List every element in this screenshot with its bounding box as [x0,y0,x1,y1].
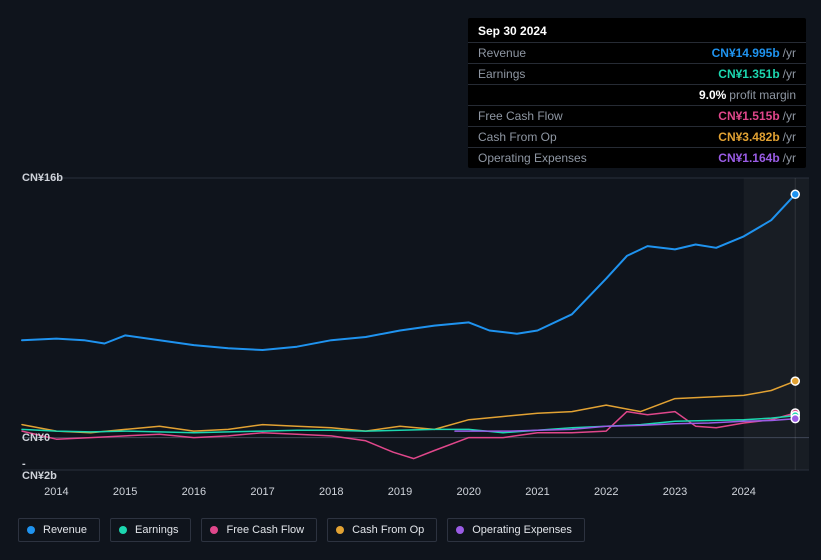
x-tick-label: 2022 [594,486,618,498]
x-tick-label: 2014 [44,486,68,498]
chart-tooltip: Sep 30 2024 Revenue CN¥14.995b/yr Earnings… [468,18,806,168]
legend-item-label: Free Cash Flow [226,524,304,536]
tooltip-row: Free Cash Flow CN¥1.515b/yr [468,105,806,126]
x-tick-label: 2017 [250,486,274,498]
legend-dot-icon [456,526,464,534]
tooltip-date: Sep 30 2024 [468,18,806,42]
legend-dot-icon [27,526,35,534]
x-tick-label: 2023 [663,486,687,498]
x-axis-labels: 2014 2015 2016 2017 2018 2019 2020 2021 2022 2023… [18,486,813,502]
legend-dot-icon [119,526,127,534]
x-tick-label: 2020 [457,486,481,498]
line-chart[interactable]: CN¥16bCN¥0-CN¥2b [18,160,813,495]
legend-item-label: Cash From Op [352,524,424,536]
tooltip-row-value: CN¥1.164b/yr [718,151,796,165]
tooltip-row-value: CN¥1.515b/yr [718,109,796,123]
series-revenue [22,194,795,350]
x-tick-label: 2018 [319,486,343,498]
tooltip-row: Operating Expenses CN¥1.164b/yr [468,147,806,168]
series-marker-revenue [791,190,799,198]
legend-item-label: Revenue [43,524,87,536]
legend-item-revenue[interactable]: Revenue [18,518,100,542]
tooltip-row: 9.0%profit margin [468,84,806,105]
tooltip-row-label: Cash From Op [478,130,557,144]
tooltip-row-label: Free Cash Flow [478,109,563,123]
tooltip-row-value: 9.0%profit margin [699,88,796,102]
tooltip-row: Earnings CN¥1.351b/yr [468,63,806,84]
x-tick-label: 2015 [113,486,137,498]
x-tick-label: 2024 [731,486,755,498]
tooltip-row-label: Operating Expenses [478,151,587,165]
legend-item-freecashflow[interactable]: Free Cash Flow [201,518,317,542]
tooltip-row-label: Earnings [478,67,525,81]
tooltip-row: Cash From Op CN¥3.482b/yr [468,126,806,147]
legend-item-label: Earnings [135,524,178,536]
tooltip-row: Revenue CN¥14.995b/yr [468,42,806,63]
tooltip-row-label: Revenue [478,46,526,60]
legend-item-cashfromop[interactable]: Cash From Op [327,518,437,542]
series-marker-opex [791,415,799,423]
legend-dot-icon [210,526,218,534]
series-marker-cashfromop [791,377,799,385]
x-tick-label: 2016 [182,486,206,498]
x-tick-label: 2021 [525,486,549,498]
legend: Revenue Earnings Free Cash Flow Cash From O… [18,518,585,542]
series-cashfromop [22,381,795,433]
legend-item-earnings[interactable]: Earnings [110,518,191,542]
tooltip-row-value: CN¥1.351b/yr [718,67,796,81]
series-freecashflow [22,412,795,459]
chart-svg [18,160,813,495]
legend-item-opex[interactable]: Operating Expenses [447,518,585,542]
tooltip-row-value: CN¥14.995b/yr [712,46,796,60]
x-tick-label: 2019 [388,486,412,498]
tooltip-row-value: CN¥3.482b/yr [718,130,796,144]
legend-item-label: Operating Expenses [472,524,572,536]
legend-dot-icon [336,526,344,534]
